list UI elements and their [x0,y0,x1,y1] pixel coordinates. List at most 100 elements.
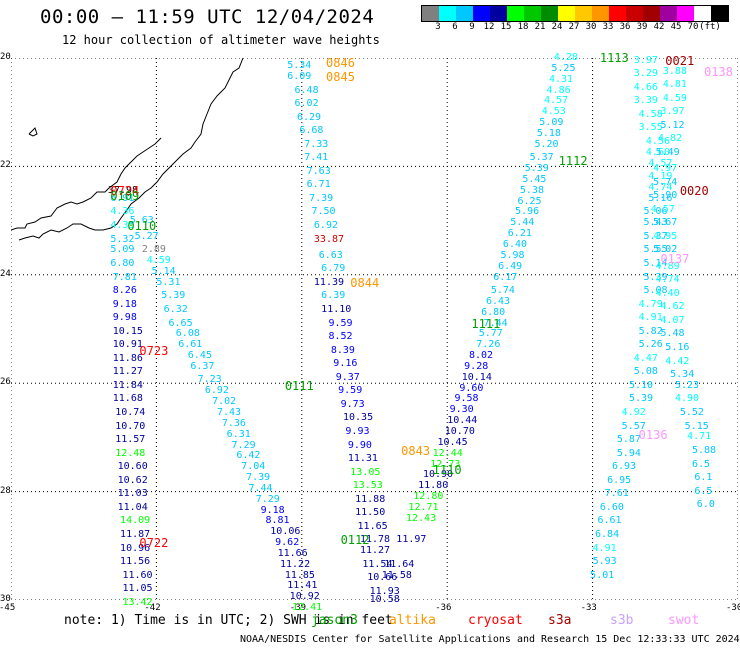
wave-height-value: 5.39 [628,393,654,405]
wave-height-value: 6.92 [204,385,229,397]
wave-height-value: 6.02 [294,98,319,110]
wave-height-value: 7.33 [304,138,329,150]
wave-height-value: 10.70 [444,425,475,437]
wave-height-value: 4.59 [146,255,171,267]
wave-height-value: 12.73 [430,458,461,470]
color-swatch [575,6,592,21]
wave-height-value: 12.43 [406,512,437,524]
wave-height-value: 4.59 [662,92,687,104]
map-plot-area [11,58,738,600]
wave-height-value: 8.39 [330,344,355,356]
lat-label: 26 [0,377,11,388]
wave-height-value: 8.52 [328,331,353,343]
wave-height-value: 4.62 [660,301,685,313]
wave-height-value: 5.96 [515,206,540,218]
pass-time-label: 0112 [340,533,370,548]
wave-height-value: 5.06 [643,206,668,218]
wave-height-value: 5.16 [665,341,690,353]
wave-height-value: 11.86 [112,352,143,364]
wave-height-value: 10.96 [120,542,151,554]
wave-height-value: 10.92 [289,591,320,603]
wave-height-value: 5.16 [648,192,673,204]
footer-note: note: 1) Time is in UTC; 2) SWH is in fe… [64,613,393,628]
wave-height-value: 9.30 [449,404,474,416]
pass-time-label: 1111 [471,316,501,331]
map-subtitle: 12 hour collection of altimeter wave hei… [62,33,380,47]
wave-height-value: 4.86 [546,84,571,96]
legend-s3a: s3a [548,613,572,628]
legend-swot: swot [668,613,700,628]
wave-height-value: 13.42 [122,596,153,608]
wave-height-value: 4.90 [674,393,700,405]
wave-height-value: 5.15 [684,420,709,432]
wave-height-value: 4.95 [653,230,678,242]
color-scale-tick: 12 [483,22,495,32]
wave-height-value: 2.89 [141,244,166,256]
wave-height-value: 12.44 [432,447,463,459]
wave-height-value: 6.80 [481,306,506,318]
wave-height-value: 3.97 [660,106,685,118]
wave-height-value: 8.02 [469,350,494,362]
wave-height-value: 11.84 [112,379,143,391]
wave-height-value: 6.68 [299,125,324,137]
wave-height-value: 6.49 [498,260,523,272]
legend-altika: altika [389,613,436,628]
pass-time-label: 0846 [326,56,355,71]
wave-height-value: 10.44 [447,415,478,427]
color-scale-tick: 15 [500,22,512,32]
map-title: 00:00 – 11:59 UTC 12/04/2024 [40,6,375,28]
wave-height-value: 9.16 [333,358,358,370]
wave-height-value: 4.31 [548,73,574,85]
lat-label: 28 [0,485,11,496]
wave-height-value: 5.39 [161,290,186,302]
wave-height-value: 6.1 [694,472,713,484]
wave-height-value: 5.49 [655,146,680,158]
wave-height-value: 5.98 [500,249,525,261]
wave-height-value: 6.29 [296,111,322,123]
wave-height-value: 3.97 [633,54,658,66]
wave-height-value: 5.09 [110,244,135,256]
wave-height-value: 11.22 [279,558,311,570]
wave-height-value: 5.08 [643,285,668,297]
wave-height-value: 6.21 [507,228,532,240]
wave-height-value: 7.44 [483,317,508,329]
wave-height-value: 4.53 [541,106,566,118]
wave-height-value: 12.41 [292,602,323,614]
wave-height-value: 7.29 [231,439,256,451]
wave-height-value: 9.37 [335,371,360,383]
color-swatch [626,6,643,21]
footer-legend-row: note: 1) Time is in UTC; 2) SWH is in fe… [0,613,740,629]
wave-height-value: 7.36 [221,417,246,429]
wave-height-value: 4.82 [658,133,683,145]
wave-height-value: 10.15 [112,325,143,337]
wave-height-value: 11.85 [284,569,315,581]
color-scale-tick: 18 [517,22,529,32]
wave-height-value: 11.58 [381,569,412,581]
wave-height-value: 6.37 [190,360,215,372]
wave-height-value: 6.45 [187,350,212,362]
wave-height-value: 4.89 [655,260,680,272]
wave-height-value: 6.39 [321,290,346,302]
wave-height-value: 11.66 [277,547,308,559]
color-swatch [490,6,507,21]
wave-height-value: 11.65 [357,520,388,532]
wave-height-value: 5.27 [134,230,159,242]
color-swatch [439,6,456,21]
wave-height-value: 6.5 [691,458,711,470]
wave-height-value: 9.58 [454,393,479,405]
wave-height-value: 9.98 [112,312,137,324]
wave-height-value: 10.35 [342,412,374,424]
wave-height-value: 5.44 [510,217,535,229]
color-scale-tick: 30 [585,22,597,32]
wave-height-value: 9.59 [338,385,363,397]
wave-height-value: 5.14 [643,257,668,269]
wave-height-value: 6.92 [313,220,338,232]
pass-time-label: 0845 [326,69,355,84]
wave-height-value: 9.90 [347,439,372,451]
wave-height-value: 5.31 [156,276,181,288]
wave-height-value: 3.39 [633,95,658,107]
wave-height-value: 5.39 [643,271,668,283]
wave-height-value: 4.07 [660,314,685,326]
wave-height-value: 6.08 [175,328,200,340]
wave-height-value: 6.84 [595,528,620,540]
